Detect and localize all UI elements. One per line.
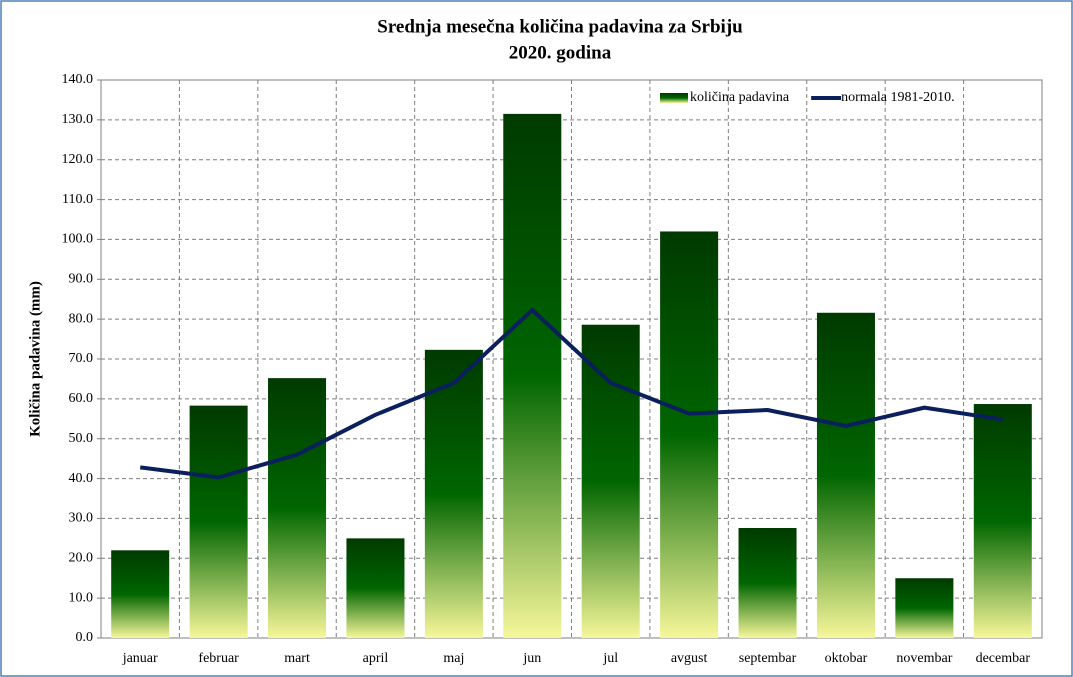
y-tick-label: 40.0 — [69, 471, 94, 486]
y-tick-label: 120.0 — [62, 152, 94, 167]
y-tick-label: 20.0 — [69, 551, 94, 566]
y-tick-label: 140.0 — [62, 72, 94, 87]
line — [139, 307, 1004, 480]
y-tick-label: 110.0 — [62, 192, 93, 207]
y-tick-label: 60.0 — [69, 391, 94, 406]
bar — [111, 550, 170, 638]
legend-swatch — [660, 93, 688, 103]
y-tick-label: 30.0 — [69, 511, 94, 526]
y-tick-label: 130.0 — [62, 112, 94, 127]
x-tick-label: oktobar — [825, 651, 868, 666]
chart-subtitle: 2020. godina — [509, 42, 612, 63]
bar — [895, 578, 954, 638]
x-tick-label: mart — [284, 651, 310, 666]
x-tick-label: septembar — [739, 651, 797, 666]
x-tick-label: januar — [122, 651, 158, 666]
bar — [189, 405, 248, 638]
x-tick-label: avgust — [671, 651, 708, 666]
y-tick-label: 80.0 — [69, 311, 94, 326]
bar — [268, 378, 327, 638]
legend-label: količina padavina — [690, 90, 790, 105]
legend-label: normala 1981-2010. — [841, 90, 955, 105]
x-tick-label: maj — [443, 651, 464, 666]
y-axis-label: Količina padavina (mm) — [27, 281, 43, 437]
y-tick-label: 70.0 — [69, 351, 94, 366]
bar — [424, 349, 483, 638]
x-tick-label: decembar — [976, 651, 1031, 666]
y-tick-label: 90.0 — [69, 272, 94, 287]
y-tick-label: 10.0 — [69, 590, 94, 605]
x-tick-label: jul — [602, 651, 618, 666]
y-tick-label: 0.0 — [76, 630, 94, 645]
bar — [503, 113, 562, 639]
x-tick-label: jun — [522, 651, 541, 666]
bar — [581, 324, 640, 638]
x-tick-label: novembar — [896, 651, 952, 666]
bar — [346, 538, 405, 638]
x-tick-label: februar — [198, 651, 239, 666]
chart-title: Srednja mesečna količina padavina za Srb… — [377, 16, 743, 37]
bar — [660, 231, 719, 638]
y-tick-label: 50.0 — [69, 431, 94, 446]
bar — [973, 404, 1032, 638]
bar — [738, 527, 797, 638]
bar — [816, 312, 875, 638]
x-tick-label: april — [363, 651, 389, 666]
y-tick-label: 100.0 — [62, 232, 94, 247]
